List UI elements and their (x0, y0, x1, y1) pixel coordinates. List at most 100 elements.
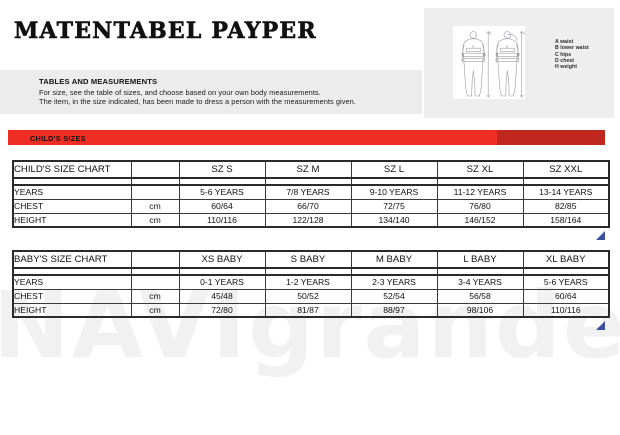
row-value: 82/85 (522, 198, 610, 214)
row-label: HEIGHT (12, 302, 132, 318)
header-size-5: SZ XXL (522, 160, 610, 179)
row-value: 76/80 (436, 198, 524, 214)
childs-size-chart-table: CHILD'S SIZE CHART SZ S SZ M SZ L SZ XL … (12, 160, 610, 228)
row-value: 110/116 (178, 212, 266, 228)
table-header-row: BABY'S SIZE CHART XS BABY S BABY M BABY … (12, 250, 610, 269)
marker-h-left: H (489, 32, 491, 36)
table-row: HEIGHT cm 72/80 81/87 88/97 98/106 110/1… (12, 302, 610, 318)
header-chart-title: CHILD'S SIZE CHART (12, 160, 132, 179)
row-value: 110/116 (522, 302, 610, 318)
marker-d-left: D (472, 44, 474, 48)
row-value: 60/64 (178, 198, 266, 214)
marker-a-right: A (495, 53, 497, 57)
table-spacer-row (12, 177, 610, 186)
row-unit (130, 274, 180, 290)
table-row: YEARS 5-6 YEARS 7/8 YEARS 9-10 YEARS 11-… (12, 184, 610, 200)
row-value: 60/64 (522, 288, 610, 304)
header-size-2: S BABY (264, 250, 352, 269)
spacer-cell (12, 267, 132, 276)
header-size-4: SZ XL (436, 160, 524, 179)
selection-handle-icon[interactable] (596, 321, 605, 330)
table-row: HEIGHT cm 110/116 122/128 134/140 146/15… (12, 212, 610, 228)
header-size-4: L BABY (436, 250, 524, 269)
spacer-cell (350, 177, 438, 186)
header-size-2: SZ M (264, 160, 352, 179)
spacer-cell (522, 267, 610, 276)
info-box-line-1: For size, see the table of sizes, and ch… (39, 88, 321, 97)
row-unit (130, 184, 180, 200)
table-header-row: CHILD'S SIZE CHART SZ S SZ M SZ L SZ XL … (12, 160, 610, 179)
table-row: YEARS 0-1 YEARS 1-2 YEARS 2-3 YEARS 3-4 … (12, 274, 610, 290)
row-label: CHEST (12, 288, 132, 304)
spacer-cell (436, 177, 524, 186)
row-unit: cm (130, 198, 180, 214)
spacer-cell (130, 267, 180, 276)
row-value: 146/152 (436, 212, 524, 228)
childs-sizes-banner: CHILD'S SIZES (8, 130, 605, 145)
row-value: 98/106 (436, 302, 524, 318)
babys-size-chart-table: BABY'S SIZE CHART XS BABY S BABY M BABY … (12, 250, 610, 318)
row-value: 9-10 YEARS (350, 184, 438, 200)
row-label: CHEST (12, 198, 132, 214)
row-value: 88/97 (350, 302, 438, 318)
row-value: 52/54 (350, 288, 438, 304)
legend-item-d: D chest (555, 58, 575, 65)
marker-c-right: C (495, 58, 497, 62)
row-value: 50/52 (264, 288, 352, 304)
measurement-figure-panel: D A B C H D A B C H A waist B lower wais… (424, 8, 614, 118)
info-box-heading: TABLES AND MEASUREMENTS (39, 77, 158, 86)
row-value: 45/48 (178, 288, 266, 304)
measurement-legend: A waist B lower waist C hips D chest H w… (555, 39, 589, 71)
row-value: 134/140 (350, 212, 438, 228)
table-row: CHEST cm 60/64 66/70 72/75 76/80 82/85 (12, 198, 610, 214)
row-value: 56/58 (436, 288, 524, 304)
row-value: 122/128 (264, 212, 352, 228)
row-label: YEARS (12, 274, 132, 290)
row-value: 11-12 YEARS (436, 184, 524, 200)
spacer-cell (12, 177, 132, 186)
row-value: 81/87 (264, 302, 352, 318)
row-value: 66/70 (264, 198, 352, 214)
row-value: 158/164 (522, 212, 610, 228)
row-value: 5-6 YEARS (178, 184, 266, 200)
page-title: MATENTABEL PAYPER (14, 18, 317, 45)
legend-item-a: A waist (555, 39, 574, 45)
spacer-cell (130, 177, 180, 186)
marker-h-right: H (523, 32, 525, 36)
marker-c-left: C (461, 58, 463, 62)
row-value: 7/8 YEARS (264, 184, 352, 200)
header-size-1: XS BABY (178, 250, 266, 269)
selection-handle-icon[interactable] (596, 231, 605, 240)
header-unit (130, 160, 180, 179)
spacer-cell (436, 267, 524, 276)
spacer-cell (522, 177, 610, 186)
banner-label: CHILD'S SIZES (30, 133, 86, 143)
row-value: 72/80 (178, 302, 266, 318)
legend-item-c: C hips (555, 51, 572, 58)
row-unit: cm (130, 212, 180, 228)
row-value: 3-4 YEARS (436, 274, 524, 290)
body-measurement-diagram: D A B C H D A B C H (461, 30, 525, 98)
row-value: 2-3 YEARS (350, 274, 438, 290)
header-size-3: SZ L (350, 160, 438, 179)
row-label: HEIGHT (12, 212, 132, 228)
header-size-3: M BABY (350, 250, 438, 269)
row-value: 1-2 YEARS (264, 274, 352, 290)
header-chart-title: BABY'S SIZE CHART (12, 250, 132, 269)
marker-d-right: D (506, 44, 508, 48)
row-value: 72/75 (350, 198, 438, 214)
spacer-cell (178, 177, 266, 186)
row-value: 0-1 YEARS (178, 274, 266, 290)
marker-b-left: B (484, 53, 486, 57)
body-figure-card: D A B C H D A B C H (453, 26, 525, 99)
info-box-line-2: The item, in the size indicated, has bee… (39, 97, 356, 106)
spacer-cell (178, 267, 266, 276)
row-unit: cm (130, 288, 180, 304)
info-box: TABLES AND MEASUREMENTS For size, see th… (0, 70, 422, 114)
marker-a-left: A (461, 53, 463, 57)
row-value: 5-6 YEARS (522, 274, 610, 290)
row-unit: cm (130, 302, 180, 318)
spacer-cell (264, 177, 352, 186)
spacer-cell (350, 267, 438, 276)
